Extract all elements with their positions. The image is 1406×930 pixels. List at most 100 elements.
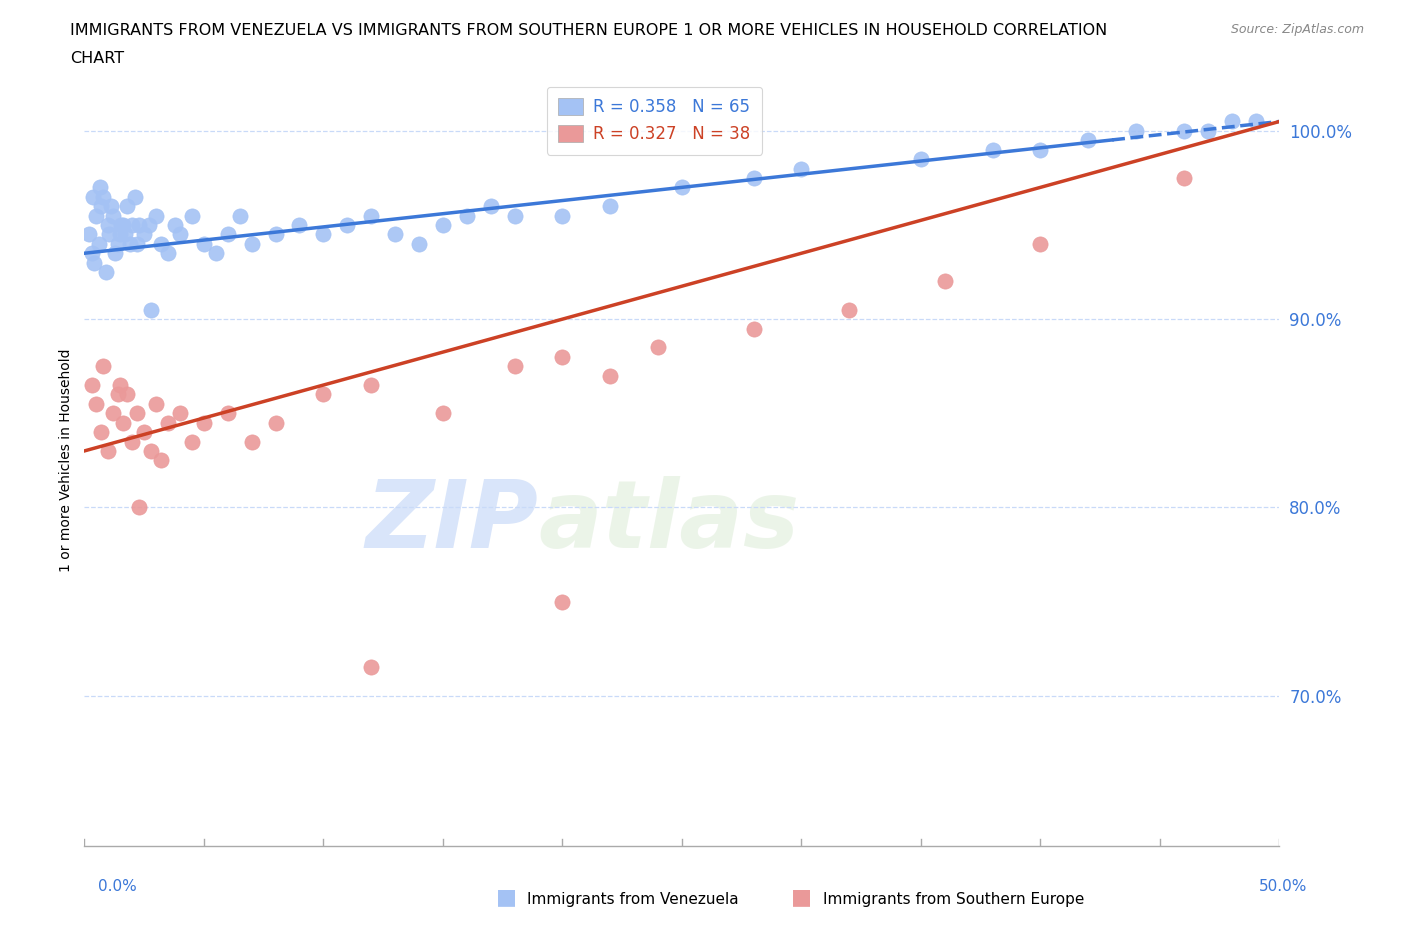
Point [110,378,132,392]
Point [1029,236,1052,251]
Point [80,378,103,392]
Point [93,359,115,374]
Point [910,152,932,166]
Point [312,227,335,242]
Point [479,199,502,214]
Point [240,434,263,449]
Point [742,170,765,185]
Point [1244,114,1267,129]
Text: atlas: atlas [538,476,800,568]
Point [360,660,382,675]
Point [599,199,621,214]
Point [217,405,239,420]
Text: Immigrants from Southern Europe: Immigrants from Southern Europe [823,892,1084,907]
Text: IMMIGRANTS FROM VENEZUELA VS IMMIGRANTS FROM SOUTHERN EUROPE 1 OR MORE VEHICLES : IMMIGRANTS FROM VENEZUELA VS IMMIGRANTS … [70,23,1108,38]
Point [110,218,132,232]
Point [128,500,150,515]
Point [149,236,172,251]
Point [165,218,187,232]
Point [264,416,287,431]
Point [934,274,956,289]
Text: 0.0%: 0.0% [98,879,138,894]
Point [181,208,204,223]
Point [101,405,124,420]
Point [981,142,1004,157]
Point [101,208,124,223]
Point [169,405,191,420]
Point [111,218,134,232]
Text: ■: ■ [792,886,811,907]
Point [118,236,141,251]
Point [104,246,127,260]
Point [90,425,112,440]
Text: CHART: CHART [70,51,124,66]
Point [312,387,335,402]
Point [1125,124,1147,139]
Point [240,236,263,251]
Point [141,444,163,458]
Point [647,340,669,355]
Point [86,208,108,223]
Point [77,227,100,242]
Point [742,321,765,336]
Point [98,227,121,242]
Point [117,199,139,214]
Point [360,378,382,392]
Point [157,416,180,431]
Point [1220,114,1243,129]
Point [97,444,120,458]
Point [599,368,621,383]
Point [121,434,143,449]
Point [107,387,129,402]
Text: ZIP: ZIP [366,476,538,568]
Point [288,218,311,232]
Point [384,227,406,242]
Text: ■: ■ [496,886,516,907]
Point [124,190,146,205]
Point [432,405,454,420]
Point [80,246,103,260]
Point [125,405,148,420]
Point [141,302,163,317]
Point [97,218,120,232]
Point [503,208,526,223]
Point [360,208,382,223]
Point [157,246,180,260]
Point [100,199,122,214]
Y-axis label: 1 or more Vehicles in Household: 1 or more Vehicles in Household [59,349,73,572]
Point [110,227,132,242]
Point [149,453,172,468]
Point [93,190,115,205]
Point [551,594,574,609]
Point [193,236,215,251]
Point [117,387,139,402]
Point [90,199,112,214]
Point [503,359,526,374]
Point [86,396,108,411]
Text: Immigrants from Venezuela: Immigrants from Venezuela [527,892,740,907]
Point [87,236,110,251]
Point [551,350,574,365]
Point [145,396,167,411]
Point [138,218,160,232]
Point [83,255,105,270]
Point [128,218,150,232]
Point [125,236,148,251]
Point [1029,142,1052,157]
Point [1077,133,1099,148]
Point [838,302,860,317]
Point [121,218,143,232]
Point [264,227,287,242]
Legend: R = 0.358   N = 65, R = 0.327   N = 38: R = 0.358 N = 65, R = 0.327 N = 38 [547,86,762,154]
Point [217,227,239,242]
Point [111,416,134,431]
Point [336,218,359,232]
Text: 50.0%: 50.0% [1260,879,1308,894]
Point [169,227,191,242]
Point [181,434,204,449]
Point [229,208,252,223]
Point [1197,124,1219,139]
Point [1173,124,1195,139]
Point [132,227,156,242]
Point [205,246,228,260]
